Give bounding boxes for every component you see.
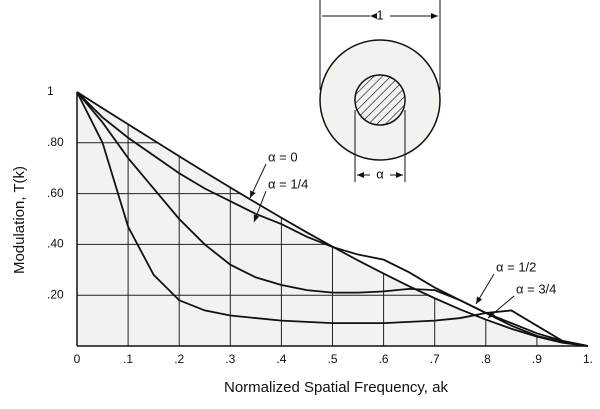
inset-label: α	[376, 166, 384, 181]
series-line	[76, 91, 589, 347]
x-tick-label: .2	[174, 352, 184, 366]
x-tick-label: .4	[276, 352, 286, 366]
plot-area	[77, 92, 588, 346]
obscuration	[354, 74, 406, 126]
x-tick-label: 0	[74, 352, 81, 366]
x-axis-title: Normalized Spatial Frequency, ak	[224, 379, 448, 396]
aperture-diagram: 1 α	[319, 0, 441, 182]
inset-label: 1	[376, 7, 383, 22]
x-tick-label: .1	[123, 352, 133, 366]
x-tick-label: .5	[327, 352, 337, 366]
x-tick-label: 1.	[583, 352, 593, 366]
y-axis-title: Modulation, T(k)	[11, 166, 28, 274]
x-tick-label: .6	[379, 352, 389, 366]
x-tick-label: .8	[481, 352, 491, 366]
label-arrow	[487, 295, 515, 319]
series-label: α = 3/4	[516, 281, 556, 296]
series-line	[76, 91, 589, 347]
label-arrow	[475, 273, 495, 305]
y-tick-label: 1	[47, 84, 54, 98]
y-tick-label: .80	[47, 135, 64, 149]
label-arrow	[249, 163, 267, 199]
series-label: α = 1/4	[268, 176, 308, 191]
y-tick-label: .40	[47, 237, 64, 251]
x-tick-label: .7	[430, 352, 440, 366]
label-arrow	[253, 190, 267, 223]
series-label: α = 1/2	[496, 259, 536, 274]
x-tick-label: .3	[225, 352, 235, 366]
x-tick-label: .9	[532, 352, 542, 366]
y-tick-label: .60	[47, 186, 64, 200]
series-line	[76, 91, 589, 347]
series-label: α = 0	[268, 149, 298, 164]
y-tick-label: .20	[47, 287, 64, 301]
